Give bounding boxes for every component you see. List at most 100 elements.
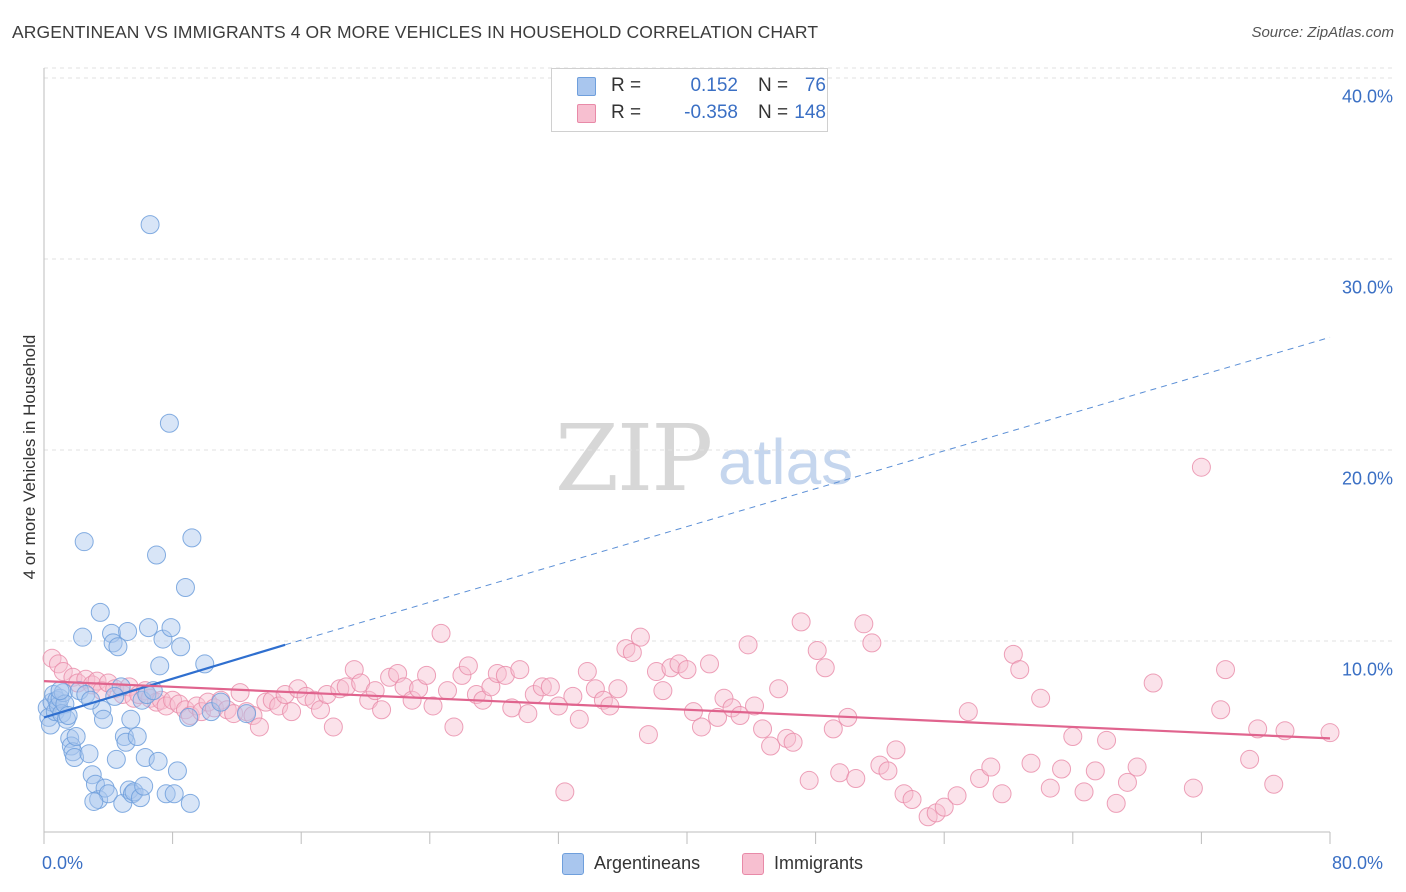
x-tick-label-min: 0.0% xyxy=(42,853,84,873)
argentineans-point xyxy=(148,751,168,771)
argentineans-point xyxy=(180,793,200,813)
immigrants-swatch xyxy=(577,104,596,123)
immigrants-point xyxy=(1085,761,1105,781)
y-tick-label-40: 40.0% xyxy=(1341,86,1393,107)
immigrants-point xyxy=(275,684,295,704)
legend-label-argentineans: Argentineans xyxy=(594,853,701,873)
immigrants-point xyxy=(402,690,422,710)
immigrants-point xyxy=(970,769,990,789)
argentineans-point xyxy=(93,709,113,729)
immigrants-point xyxy=(638,725,658,745)
immigrants-point xyxy=(761,736,781,756)
argentineans-point xyxy=(74,532,94,552)
immigrants-point xyxy=(1031,688,1051,708)
argentineans-point xyxy=(175,578,195,598)
argentineans-point xyxy=(179,707,199,727)
immigrants-point xyxy=(518,704,538,724)
immigrants-point xyxy=(444,717,464,737)
immigrants-point xyxy=(563,686,583,706)
r-value: -0.358 xyxy=(684,102,738,123)
immigrants-point xyxy=(1191,457,1211,477)
argentineans-point xyxy=(50,681,70,701)
axes xyxy=(43,68,1331,844)
immigrants-point xyxy=(336,677,356,697)
immigrants-point xyxy=(878,761,898,781)
immigrants-point xyxy=(249,717,269,737)
watermark-zip: ZIP xyxy=(555,405,713,512)
legend-swatch-immigrants xyxy=(742,853,764,875)
y-axis-label: 4 or more Vehicles in Household xyxy=(20,334,39,580)
immigrants-point xyxy=(1211,700,1231,720)
immigrants-point xyxy=(585,679,605,699)
immigrants-point xyxy=(452,665,472,685)
immigrants-point xyxy=(1248,719,1268,739)
argentineans-point xyxy=(66,727,86,746)
immigrants-point xyxy=(1097,730,1117,750)
argentineans-series xyxy=(37,215,257,813)
argentineans-point xyxy=(106,749,126,769)
argentineans-point xyxy=(156,784,176,804)
immigrants-point xyxy=(1216,660,1236,680)
immigrants-point xyxy=(540,677,560,697)
gridlines xyxy=(44,67,1395,642)
immigrants-point xyxy=(1127,757,1147,777)
immigrants-point xyxy=(947,786,967,806)
immigrants-point xyxy=(653,681,673,701)
immigrants-point xyxy=(992,784,1012,804)
argentineans-point xyxy=(90,602,110,622)
immigrants-point xyxy=(1074,782,1094,802)
immigrants-series xyxy=(42,457,1340,827)
immigrants-point xyxy=(1021,753,1041,773)
argentineans-point xyxy=(159,413,179,433)
source-credit: Source: ZipAtlas.com xyxy=(1251,24,1394,41)
argentineans-point xyxy=(81,690,101,710)
y-tick-label-30: 30.0% xyxy=(1341,277,1393,298)
immigrants-point xyxy=(269,696,289,716)
argentineans-point xyxy=(79,744,99,764)
x-tick-label-max: 80.0% xyxy=(1332,853,1384,873)
legend-swatch-argentineans xyxy=(562,853,584,875)
trend-lines xyxy=(43,336,1331,740)
argentineans-point xyxy=(201,702,221,722)
argentineans-point xyxy=(153,629,173,649)
r-value: 0.152 xyxy=(690,75,738,96)
immigrants-point xyxy=(691,717,711,737)
argentineans-point xyxy=(121,709,141,729)
immigrants-point xyxy=(807,641,827,661)
y-tick-label-10: 10.0% xyxy=(1341,659,1393,680)
immigrants-point xyxy=(958,702,978,722)
argentineans-trend-extension xyxy=(284,336,1331,646)
immigrants-point xyxy=(548,696,568,716)
n-label: N = xyxy=(758,75,789,96)
immigrants-point xyxy=(823,719,843,739)
argentineans-point xyxy=(147,545,167,565)
argentineans-point xyxy=(127,727,147,746)
immigrants-point xyxy=(53,662,73,682)
n-label: N = xyxy=(758,102,789,123)
immigrants-point xyxy=(1117,772,1137,792)
immigrants-point xyxy=(532,677,552,697)
immigrants-point xyxy=(243,705,263,725)
immigrants-point xyxy=(708,707,728,727)
argentineans-point xyxy=(65,748,85,768)
argentineans-point xyxy=(161,618,181,638)
immigrants-point xyxy=(1010,660,1030,680)
immigrants-point xyxy=(981,757,1001,777)
argentineans-point xyxy=(73,627,93,647)
immigrants-point xyxy=(630,627,650,647)
immigrants-trend-line xyxy=(43,680,1331,740)
immigrants-point xyxy=(323,717,343,737)
argentineans-point xyxy=(135,748,155,768)
immigrants-point xyxy=(495,665,515,685)
immigrants-point xyxy=(902,790,922,810)
legend-label-immigrants: Immigrants xyxy=(774,853,864,873)
argentineans-point xyxy=(130,788,150,808)
immigrants-point xyxy=(417,665,437,685)
argentineans-point xyxy=(138,618,158,638)
immigrants-point xyxy=(569,709,589,729)
argentineans-point xyxy=(118,621,138,641)
immigrants-point xyxy=(510,660,530,680)
chart-title: ARGENTINEAN VS IMMIGRANTS 4 OR MORE VEHI… xyxy=(12,22,819,42)
immigrants-point xyxy=(783,732,803,752)
watermark-atlas: atlas xyxy=(718,426,854,498)
